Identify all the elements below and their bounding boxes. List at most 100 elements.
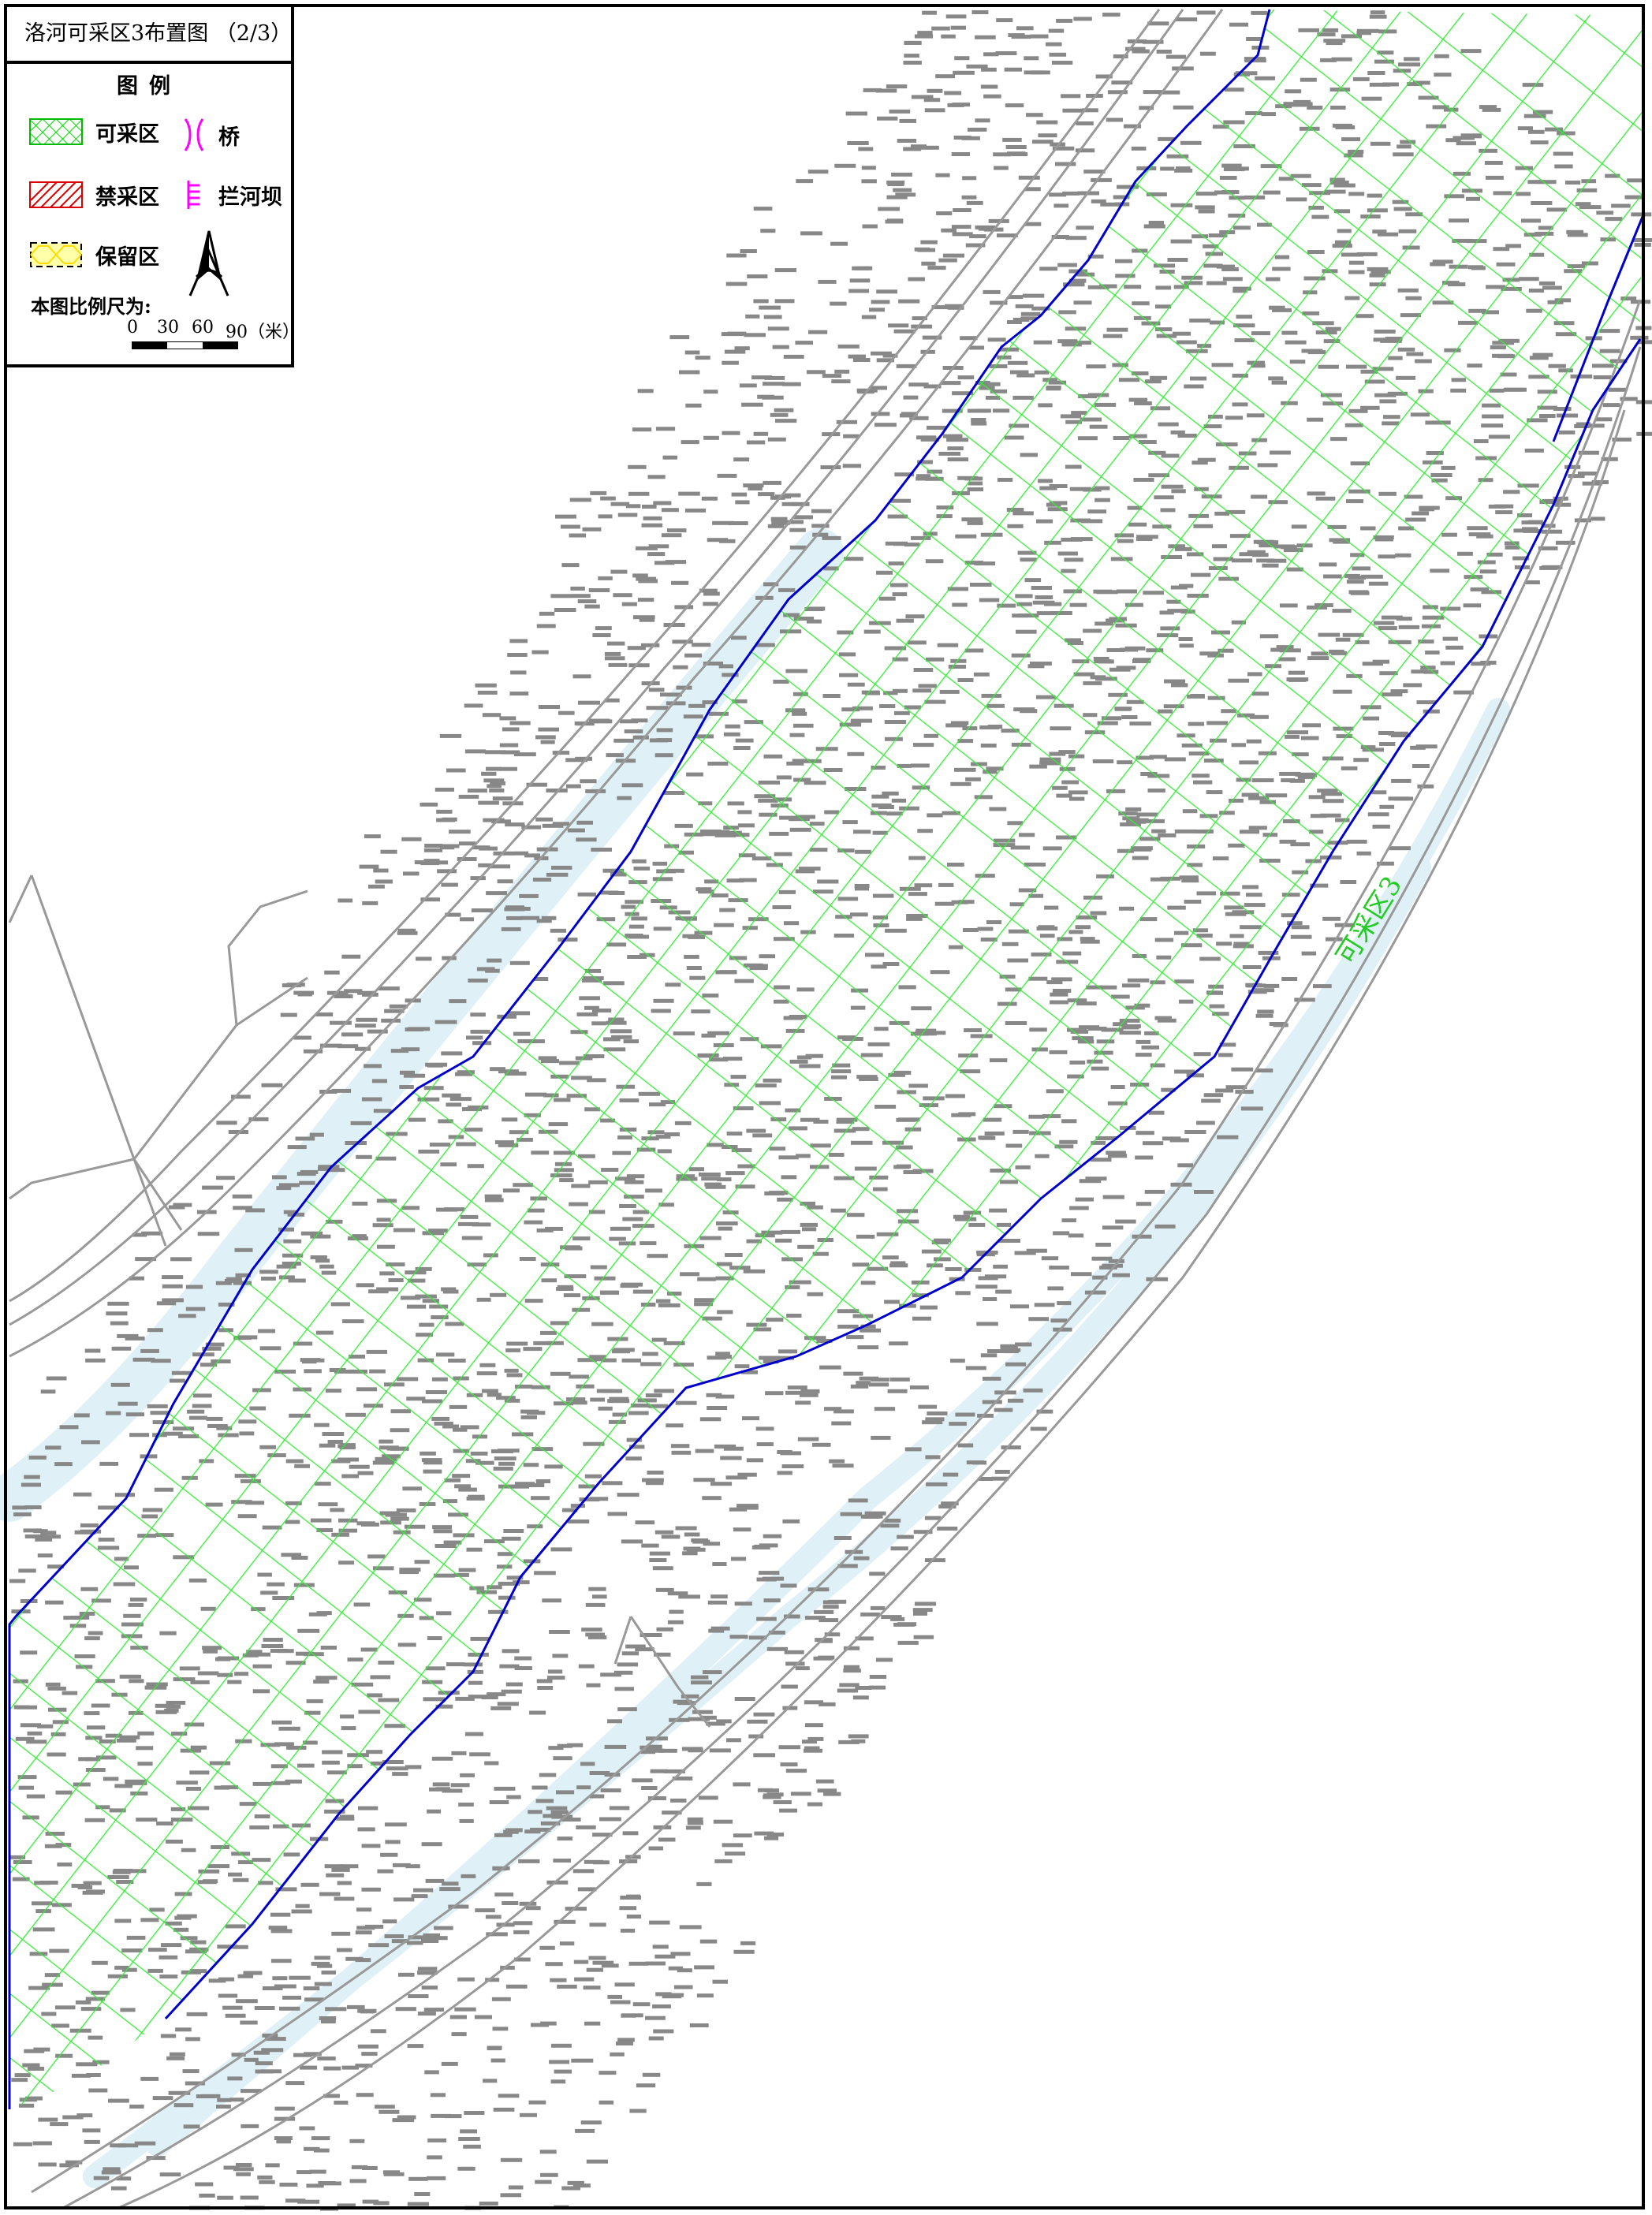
survey-point-label [800,1389,820,1393]
survey-point-label [654,753,673,758]
survey-point-label [1257,1009,1274,1014]
survey-point-label [795,341,813,345]
survey-point-label [45,1445,62,1450]
survey-point-label [218,1993,238,1998]
survey-point-label [1102,1225,1124,1230]
survey-point-label [876,289,897,294]
survey-point-label [46,1376,67,1381]
survey-point-label [607,1994,622,1999]
survey-point-label [521,825,542,830]
survey-point-label [552,1654,569,1658]
survey-point-label [557,1837,573,1841]
survey-point-label [616,2042,633,2045]
survey-point-label [341,2065,359,2070]
survey-point-label [589,1771,610,1775]
survey-point-label [546,1880,569,1885]
survey-point-label [833,1536,852,1540]
survey-point-label [774,299,795,304]
survey-point-label [235,1999,258,2004]
survey-point-label [931,305,949,310]
survey-point-label [650,1769,668,1773]
survey-point-label [550,2079,566,2084]
survey-point-label [822,1600,839,1605]
survey-point-label [767,437,786,442]
survey-point-label [1203,1093,1224,1098]
survey-point-label [399,1085,414,1089]
survey-point-label [694,1965,714,1970]
survey-point-label [842,464,862,468]
survey-point-label [217,2195,233,2200]
survey-point-label [1367,812,1389,817]
survey-point-label [222,2005,243,2010]
survey-point-label [1135,1155,1154,1160]
survey-point-label [279,2006,300,2011]
survey-point-label [753,207,773,211]
survey-point-label [449,2015,467,2019]
survey-point-label [988,218,1009,223]
survey-point-label [772,345,789,349]
survey-point-label [1053,1327,1072,1332]
survey-point-label [914,34,934,39]
survey-point-label [197,1232,220,1236]
survey-point-label [673,1985,693,1989]
survey-point-label [1095,1243,1111,1247]
survey-point-label [909,416,929,420]
survey-point-label [586,2159,608,2164]
survey-point-label [837,1688,859,1693]
survey-point-label [807,1587,830,1592]
survey-point-label [501,1689,522,1694]
survey-point-label [729,1635,748,1639]
survey-point-label [1291,925,1310,930]
survey-point-label [598,576,613,580]
survey-point-label [361,1887,381,1892]
survey-point-label [557,1743,572,1748]
survey-point-label [843,434,860,438]
survey-point-label [408,1027,431,1031]
north-arrow-icon [188,230,229,296]
survey-point-label [442,1788,463,1793]
survey-point-label [325,2007,347,2012]
survey-point-label [1090,1158,1112,1162]
survey-point-label [600,1672,621,1677]
survey-point-label [740,1941,756,1945]
survey-point-label [350,1121,372,1125]
survey-point-label [733,1527,751,1532]
survey-point-label [869,1675,887,1679]
survey-point-label [1194,1190,1214,1194]
survey-point-label [695,1449,714,1453]
survey-point-label [917,248,935,252]
survey-point-label [790,1792,811,1796]
survey-point-label [601,1963,619,1968]
survey-point-label [707,1600,727,1605]
legend-heading: 图例 [117,74,181,99]
survey-point-label [632,2002,651,2007]
survey-point-label [289,1975,311,1980]
survey-point-label [781,520,804,524]
survey-point-label [599,1817,621,1822]
survey-point-label [147,1404,168,1408]
survey-point-label [88,2088,108,2093]
survey-point-label [295,1136,315,1141]
survey-point-label [953,136,971,140]
survey-point-label [482,713,502,718]
survey-point-label [625,1456,642,1461]
survey-point-label [713,1819,733,1824]
survey-point-label [236,2163,252,2167]
survey-point-label [608,662,628,667]
survey-point-label [953,70,975,75]
survey-point-label [839,1683,860,1687]
survey-point-label [723,1446,744,1451]
survey-point-label [1106,1150,1126,1155]
survey-point-label [860,1514,883,1519]
survey-point-label [899,118,916,123]
survey-point-label [941,34,956,39]
legend-label: 可采区 [95,121,159,147]
survey-point-label [789,528,806,532]
survey-point-label [551,865,572,870]
survey-point-label [444,2114,462,2119]
survey-point-label [1036,1409,1053,1414]
survey-point-label [830,301,847,306]
survey-point-label [1588,423,1605,428]
survey-point-label [684,508,707,513]
survey-point-label [607,641,625,646]
